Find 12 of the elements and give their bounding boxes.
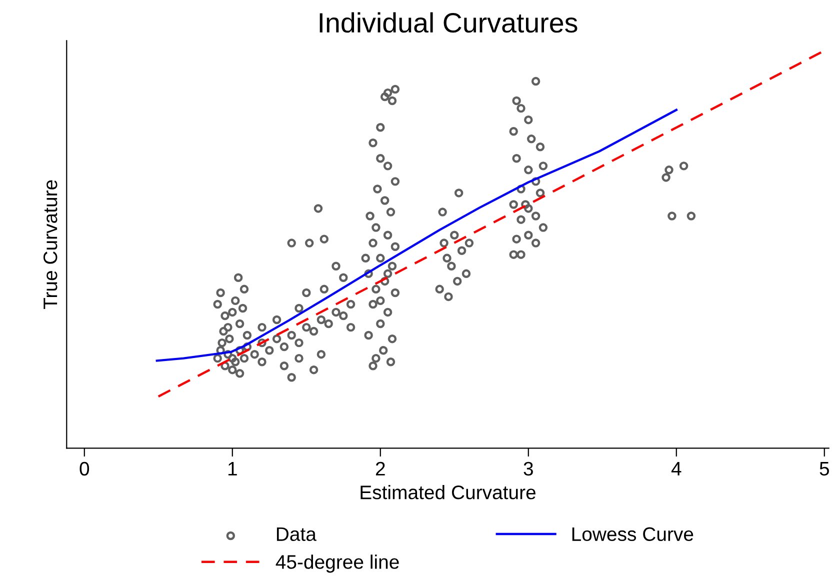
chart-title: Individual Curvatures xyxy=(320,12,578,33)
x-tick-label: 4 xyxy=(671,462,682,476)
x-tick-label: 0 xyxy=(80,462,90,476)
legend-label: Data xyxy=(276,527,316,542)
x-axis-title: Estimated Curvature xyxy=(360,485,536,500)
y-axis-title: True Curvature xyxy=(43,180,58,310)
x-tick-label: 5 xyxy=(820,462,829,476)
legend-label: 45-degree line xyxy=(276,554,399,573)
x-tick-label: 3 xyxy=(524,462,533,476)
x-tick-label: 2 xyxy=(376,462,385,476)
legend-label: Lowess Curve xyxy=(572,527,694,542)
x-tick-label: 1 xyxy=(228,462,237,476)
